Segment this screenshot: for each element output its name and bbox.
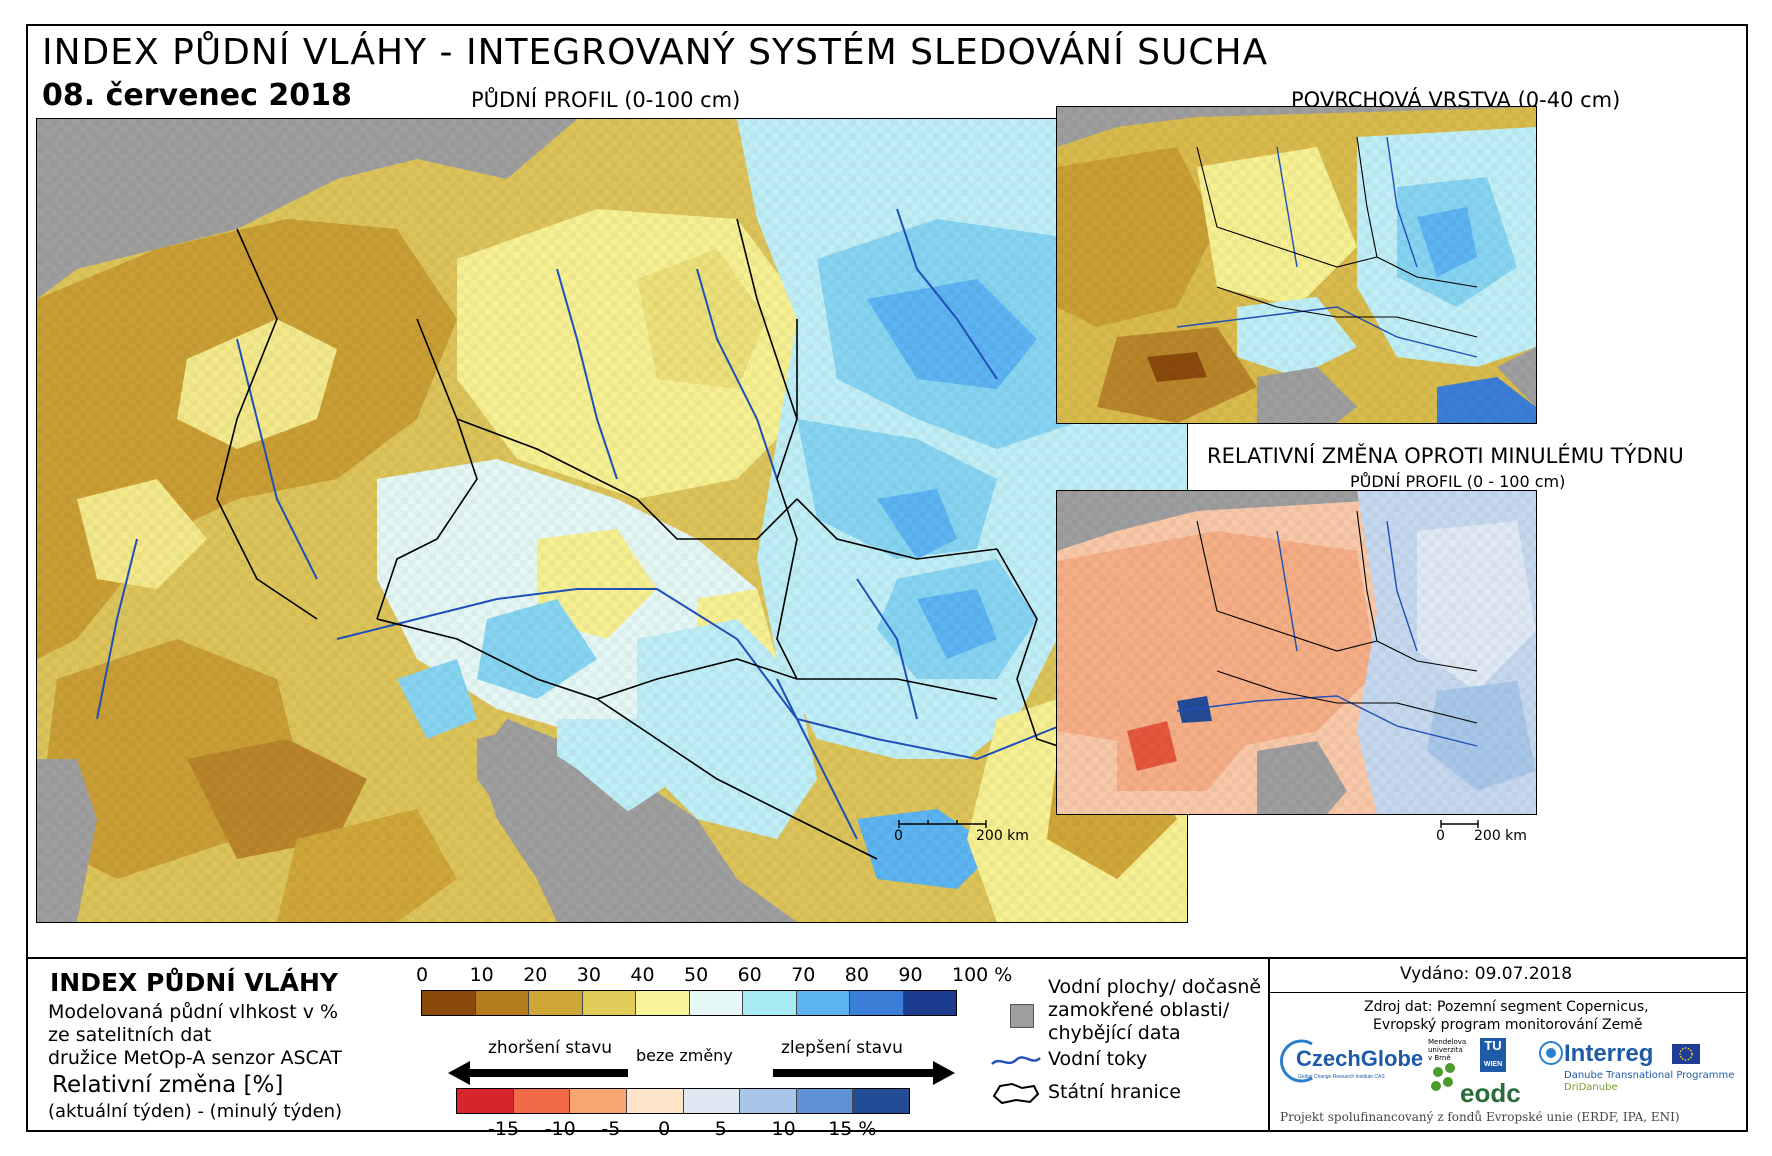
main-map-label: PŮDNÍ PROFIL (0-100 cm) [471, 88, 741, 112]
state-borders [216, 218, 1098, 860]
change-swatch-4 [683, 1089, 741, 1113]
change-swatch-0 [457, 1089, 514, 1113]
small-scale-end: 200 km [1474, 828, 1527, 844]
change-tick-1: -10 [544, 1118, 576, 1140]
change-swatch-2 [570, 1089, 627, 1113]
legend-desc-2: ze satelitních dat [48, 1024, 212, 1046]
poster-frame: INDEX PŮDNÍ VLÁHY - INTEGROVANÝ SYSTÉM S… [26, 24, 1748, 1140]
change-tick-2: -5 [601, 1118, 621, 1140]
issued-date: Vydáno: 09.07.2018 [1400, 964, 1573, 984]
worse-arrow [448, 1060, 628, 1086]
index-swatch-7 [796, 991, 850, 1015]
surface-layer-map[interactable] [1056, 106, 1537, 424]
main-scale-zero: 0 [894, 828, 903, 844]
index-tick-2: 20 [523, 964, 548, 986]
legend-desc-1: Modelovaná půdní vlhkost v % [48, 1001, 339, 1023]
index-color-bar [421, 990, 957, 1016]
tuwien-logo: TU WIEN [1480, 1038, 1506, 1072]
main-scale-end: 200 km [976, 828, 1029, 844]
border-symbol [992, 1082, 1040, 1105]
index-tick-8: 80 [844, 964, 869, 986]
water-label-1: Vodní plochy/ dočasně [1048, 976, 1262, 998]
index-tick-9: 90 [898, 964, 923, 986]
rivers [96, 208, 1078, 840]
index-tick-10: 100 % [952, 964, 1013, 986]
index-swatch-5 [689, 991, 743, 1015]
relative-change-desc: (aktuální týden) - (minulý týden) [48, 1101, 343, 1122]
page-title: INDEX PŮDNÍ VLÁHY - INTEGROVANÝ SYSTÉM S… [42, 32, 1269, 73]
river-symbol [991, 1056, 1041, 1065]
borders-label: Státní hranice [1048, 1081, 1181, 1103]
change-swatch-1 [513, 1089, 571, 1113]
source-line-1: Zdroj dat: Pozemní segment Copernicus, [1364, 999, 1649, 1015]
small-scale-zero: 0 [1436, 828, 1445, 844]
change-tick-3: 0 [658, 1118, 671, 1140]
change-swatch-6 [796, 1089, 854, 1113]
index-swatch-6 [743, 991, 797, 1015]
legend-separator [28, 957, 1746, 959]
index-tick-6: 60 [737, 964, 762, 986]
legend-vertical-separator [1268, 957, 1270, 1132]
change-swatch-3 [626, 1089, 684, 1113]
index-swatch-0 [422, 991, 476, 1015]
relative-change-map[interactable] [1056, 490, 1537, 815]
change-map-title: RELATIVNÍ ZMĚNA OPROTI MINULÉMU TÝDNU [1207, 444, 1684, 468]
index-swatch-1 [475, 991, 529, 1015]
report-date: 08. červenec 2018 [42, 78, 352, 113]
change-tick-4: 5 [714, 1118, 727, 1140]
water-label-3: chybějící data [1048, 1022, 1181, 1044]
index-swatch-4 [636, 991, 690, 1015]
no-change-label: beze změny [636, 1046, 733, 1065]
index-tick-4: 40 [630, 964, 655, 986]
index-tick-3: 30 [576, 964, 601, 986]
rivers-label: Vodní toky [1048, 1048, 1148, 1070]
index-swatch-8 [850, 991, 904, 1015]
index-tick-0: 0 [416, 964, 429, 986]
legend-desc-3: družice MetOp-A senzor ASCAT [48, 1047, 342, 1069]
eodc-logo: eodc [1460, 1078, 1521, 1108]
change-map-subtitle: PŮDNÍ PROFIL (0 - 100 cm) [1350, 472, 1566, 491]
funding-note: Projekt spolufinancovaný z fondů Evropsk… [1280, 1110, 1680, 1124]
index-swatch-9 [903, 991, 956, 1015]
change-color-bar [456, 1088, 910, 1114]
legend-title: INDEX PŮDNÍ VLÁHY [50, 968, 338, 997]
change-tick-5: 10 [771, 1118, 796, 1140]
change-swatch-5 [740, 1089, 797, 1113]
issued-separator [1268, 992, 1746, 993]
worse-label: zhoršení stavu [488, 1038, 613, 1058]
index-swatch-2 [529, 991, 583, 1015]
water-label-2: zamokřené oblasti/ [1048, 999, 1230, 1021]
mendel-logo: Mendelova univerzita v Brně [1428, 1038, 1480, 1091]
index-swatch-3 [582, 991, 636, 1015]
better-arrow [773, 1060, 955, 1086]
better-label: zlepšení stavu [781, 1038, 903, 1058]
index-tick-7: 70 [791, 964, 816, 986]
relative-change-title: Relativní změna [%] [52, 1072, 284, 1098]
source-line-2: Evropský program monitorování Země [1373, 1017, 1643, 1033]
main-soil-moisture-map[interactable] [36, 118, 1188, 923]
change-swatch-7 [853, 1089, 909, 1113]
water-areas-symbol [1010, 1004, 1034, 1028]
change-tick-0: -15 [488, 1118, 520, 1140]
change-tick-6: 15 % [828, 1118, 877, 1140]
index-tick-1: 10 [469, 964, 494, 986]
index-tick-5: 50 [684, 964, 709, 986]
